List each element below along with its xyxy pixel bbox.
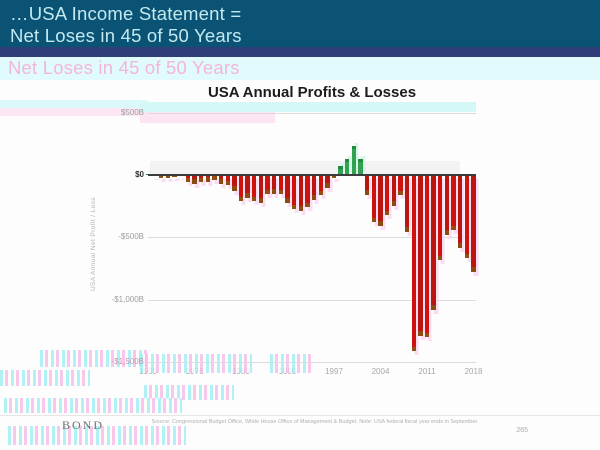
slide-title-line1: …USA Income Statement = (10, 3, 242, 24)
bar-1977 (198, 175, 204, 182)
bar-2017 (464, 175, 469, 258)
bar-1999 (345, 159, 350, 175)
artifact-stripe-cluster (40, 350, 148, 367)
bar-1976 (192, 175, 197, 185)
bar-1986 (258, 175, 264, 203)
bar-2009 (411, 175, 416, 351)
artifact-stripe-cluster (270, 354, 314, 373)
bar-1978 (205, 175, 210, 183)
bar-1987 (265, 175, 270, 194)
footer-divider (0, 415, 600, 416)
bar-1982 (232, 175, 237, 191)
bond-logo: BOND (62, 418, 105, 432)
bar-1989 (278, 175, 283, 194)
bar-1985 (252, 175, 257, 202)
bar-2014 (444, 175, 450, 236)
bar-2004 (378, 175, 383, 227)
slide-title-line2: Net Loses in 45 of 50 Years (10, 24, 242, 46)
bar-1992 (298, 175, 303, 212)
bar-1991 (291, 175, 297, 209)
bar-2003 (371, 175, 376, 222)
bar-2002 (365, 175, 370, 195)
y-tick-label: -$1,500B (111, 356, 144, 366)
gridline (148, 112, 476, 114)
header-bar: …USA Income Statement = Net Loses in 45 … (0, 0, 600, 47)
bar-2005 (384, 175, 390, 215)
y-tick-label: -$1,000B (111, 294, 144, 304)
bar-2007 (398, 175, 403, 195)
ghost-title-text: Net Loses in 45 of 50 Years (8, 57, 240, 78)
gridline (148, 299, 476, 301)
bar-2015 (451, 175, 456, 230)
bar-2018 (471, 175, 476, 272)
bar-2012 (431, 175, 436, 311)
y-tick-label: -$500B (118, 232, 144, 242)
bar-2001 (358, 159, 363, 175)
bar-2016 (458, 175, 463, 248)
x-tick-label: 2018 (464, 367, 483, 376)
bar-1984 (245, 175, 250, 199)
slide-title: …USA Income Statement = Net Loses in 45 … (0, 0, 600, 46)
bar-1972 (165, 175, 171, 178)
gridline (148, 361, 476, 363)
bar-1969 (145, 174, 151, 175)
artifact-stripe-cluster (8, 426, 186, 445)
bar-1971 (159, 175, 164, 178)
y-tick-label: $500B (120, 107, 144, 117)
artifact-pink-band (140, 112, 275, 123)
page-number: 265 (516, 427, 528, 434)
bar-1979 (212, 175, 217, 181)
x-tick-label: 1997 (325, 367, 343, 376)
zero-axis-line (148, 174, 476, 176)
artifact-stripe-cluster (144, 385, 234, 400)
bar-1981 (225, 175, 230, 185)
chart-title: USA Annual Profits & Losses (207, 84, 417, 101)
artifact-cyan-band (0, 100, 148, 108)
bar-1996 (325, 175, 330, 189)
artifact-pink-band (0, 108, 148, 116)
bar-1973 (172, 175, 177, 177)
bar-1990 (285, 175, 290, 203)
bar-2008 (404, 175, 410, 233)
bar-1975 (185, 175, 190, 182)
artifact-ghost-band (150, 161, 460, 174)
x-tick-label: 2011 (418, 367, 436, 376)
bar-2010 (418, 175, 423, 337)
bar-1997 (331, 175, 337, 178)
bar-1993 (305, 175, 310, 207)
x-tick-label: 2004 (371, 367, 390, 376)
header-accent-band (0, 47, 600, 57)
bar-2011 (424, 175, 430, 337)
bar-1980 (218, 175, 224, 185)
bar-2000 (351, 145, 357, 175)
bar-2013 (438, 175, 443, 260)
bar-2006 (391, 175, 396, 206)
bar-1988 (272, 175, 277, 195)
artifact-stripe-cluster (140, 354, 252, 373)
bar-1998 (338, 166, 343, 175)
y-tick-label: $0 (135, 170, 144, 179)
bar-1994 (311, 175, 317, 201)
bar-1983 (238, 175, 244, 201)
source-note: Source: Congressional Budget Office, Whi… (151, 419, 479, 425)
artifact-cyan-band (140, 102, 476, 112)
gridline (148, 237, 476, 239)
artifact-stripe-cluster (4, 398, 182, 413)
bar-1995 (318, 175, 323, 196)
transition-artifact-band: Net Loses in 45 of 50 Years (0, 57, 600, 80)
artifact-stripe-cluster (0, 370, 90, 386)
